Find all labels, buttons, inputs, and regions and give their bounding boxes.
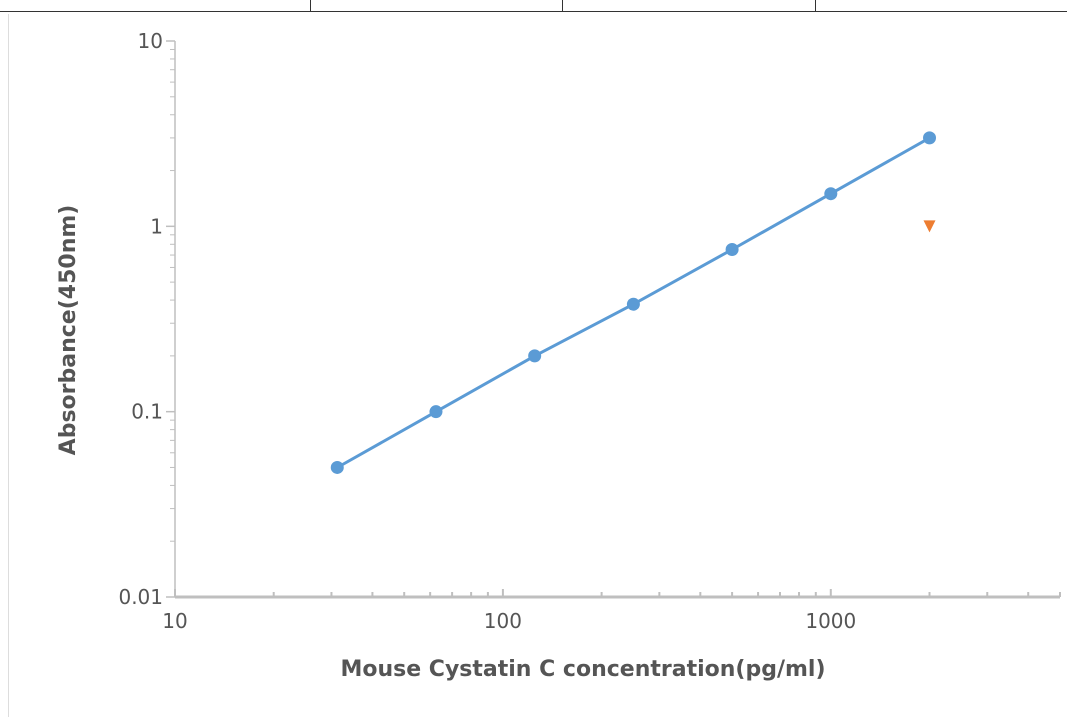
- data-point: [528, 349, 542, 363]
- y-tick-label: 0.01: [118, 585, 163, 609]
- axes: 10 100 1000 0.01 0.1 1 10: [118, 29, 1061, 633]
- y-tick-label: 1: [150, 214, 163, 238]
- x-axis-title: Mouse Cystatin C concentration(pg/ml): [340, 657, 825, 682]
- table-fragment: [0, 0, 1067, 12]
- x-tick-label: 100: [484, 609, 522, 633]
- data-point: [626, 297, 640, 311]
- data-point: [330, 460, 344, 474]
- data-point-triangle: [923, 220, 936, 233]
- data-point: [824, 187, 838, 201]
- data-point: [923, 131, 937, 145]
- y-axis-title: Absorbance(450nm): [56, 205, 81, 456]
- data-point: [429, 405, 443, 419]
- y-tick-label: 10: [138, 29, 163, 53]
- data-point: [725, 242, 739, 256]
- series-layer: [330, 131, 937, 474]
- x-tick-label: 1000: [805, 609, 856, 633]
- y-tick-label: 0.1: [131, 400, 163, 424]
- x-tick-label: 10: [162, 609, 187, 633]
